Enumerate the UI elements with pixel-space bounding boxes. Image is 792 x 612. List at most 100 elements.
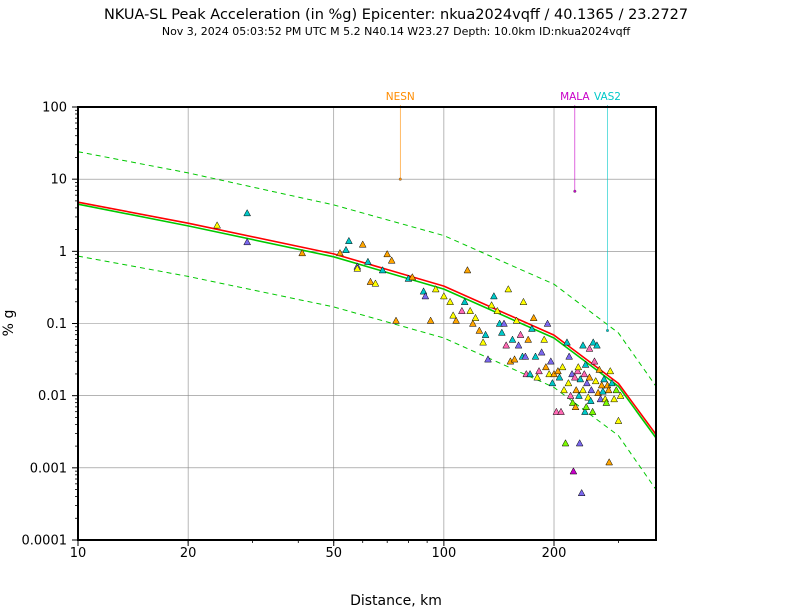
station-marker <box>463 266 472 274</box>
station-marker <box>574 363 583 371</box>
station-marker <box>552 407 561 415</box>
station-marker <box>364 257 372 265</box>
station-marker <box>529 313 538 321</box>
station-marker <box>545 370 553 378</box>
station-marker <box>589 338 598 346</box>
y-tick-label: 100 <box>42 101 67 116</box>
station-marker <box>471 313 480 321</box>
station-marker <box>516 330 525 338</box>
station-marker <box>378 266 387 274</box>
station-marker <box>487 301 496 309</box>
station-marker <box>366 277 375 285</box>
station-marker <box>514 341 523 349</box>
station-marker <box>548 379 557 387</box>
station-marker <box>596 395 605 403</box>
station-marker <box>469 319 477 327</box>
station-marker <box>421 292 430 300</box>
station-marker <box>564 379 573 387</box>
station-marker <box>595 365 604 373</box>
y-tick-label: 0.0001 <box>22 534 68 549</box>
station-marker <box>481 330 490 338</box>
x-tick-label: 50 <box>325 546 342 561</box>
station-marker <box>569 467 578 475</box>
station-marker <box>557 407 565 415</box>
station-dot <box>605 328 609 332</box>
station-marker <box>458 306 466 314</box>
station-marker <box>580 370 589 378</box>
station-marker <box>583 379 591 387</box>
station-marker <box>565 352 573 360</box>
station-marker <box>460 297 469 305</box>
station-marker <box>586 396 595 404</box>
station-marker <box>508 335 517 343</box>
station-marker <box>475 326 484 334</box>
station-marker <box>572 386 581 394</box>
chart-title: NKUA-SL Peak Acceleration (in %g) Epicen… <box>104 7 688 23</box>
station-marker <box>493 306 502 314</box>
station-marker <box>593 341 601 349</box>
station-marker <box>555 373 564 381</box>
y-tick-label: 1 <box>59 245 67 260</box>
station-marker <box>484 355 492 363</box>
gmpe-curves <box>77 151 657 490</box>
station-marker <box>431 285 440 293</box>
x-tick-label: 200 <box>542 546 567 561</box>
station-marker <box>243 209 251 217</box>
station-marker <box>575 439 584 447</box>
station-marker <box>597 381 606 389</box>
station-marker <box>568 398 577 406</box>
station-marker <box>243 238 251 246</box>
station-marker <box>358 240 367 248</box>
station-marker <box>535 367 543 375</box>
station-marker <box>566 391 575 399</box>
station-marker <box>504 285 513 293</box>
station-dot <box>573 189 577 193</box>
station-marker <box>512 316 521 324</box>
station-marker <box>579 386 587 394</box>
station-marker <box>336 249 344 257</box>
station-marker <box>605 458 613 466</box>
station-marker <box>579 341 587 349</box>
y-tick-label: 10 <box>50 173 67 188</box>
y-tick-label: 0.001 <box>30 461 67 476</box>
station-marker <box>577 488 586 496</box>
station-marker <box>426 316 435 324</box>
station-marker <box>452 316 460 324</box>
station-marker <box>585 344 594 352</box>
station-marker <box>582 402 591 410</box>
station-marker <box>610 395 618 403</box>
station-marker <box>571 402 580 410</box>
gridlines <box>77 106 656 541</box>
station-marker <box>466 306 474 314</box>
station-marker <box>600 375 608 383</box>
station-marker <box>440 292 448 300</box>
axis-ticks: 10 20 50 100 200 0.0001 0.001 0.01 0.1 1 10 100 <box>22 101 619 561</box>
station-marker <box>392 316 400 324</box>
station-marker <box>449 311 457 319</box>
station-dot <box>398 177 402 181</box>
station-marker <box>540 335 548 343</box>
station-marker <box>502 341 510 349</box>
station-marker <box>554 367 562 375</box>
station-marker <box>581 360 590 368</box>
chart-subtitle: Nov 3, 2024 05:03:52 PM UTC M 5.2 N40.14… <box>162 25 631 38</box>
y-tick-label: 0.01 <box>38 389 67 404</box>
station-marker <box>387 256 396 264</box>
station-marker <box>531 352 540 360</box>
station-marker <box>573 367 582 375</box>
station-label: VAS2 <box>594 91 621 103</box>
station-marker <box>558 363 567 371</box>
gmpe-curve-bias-corrected <box>77 201 657 435</box>
y-axis-label: % g <box>1 310 17 337</box>
station-marker <box>500 319 508 327</box>
station-marker <box>528 324 536 332</box>
gmpe-curve-plus-sigma <box>77 151 657 387</box>
gmpe-curve-minus-sigma <box>77 255 657 490</box>
station-marker <box>571 373 579 381</box>
station-marker <box>345 236 353 244</box>
station-marker <box>560 386 568 394</box>
station-marker <box>371 279 380 287</box>
labeled-stations: NESN MALA VAS2 <box>386 91 621 332</box>
station-marker <box>497 328 506 336</box>
